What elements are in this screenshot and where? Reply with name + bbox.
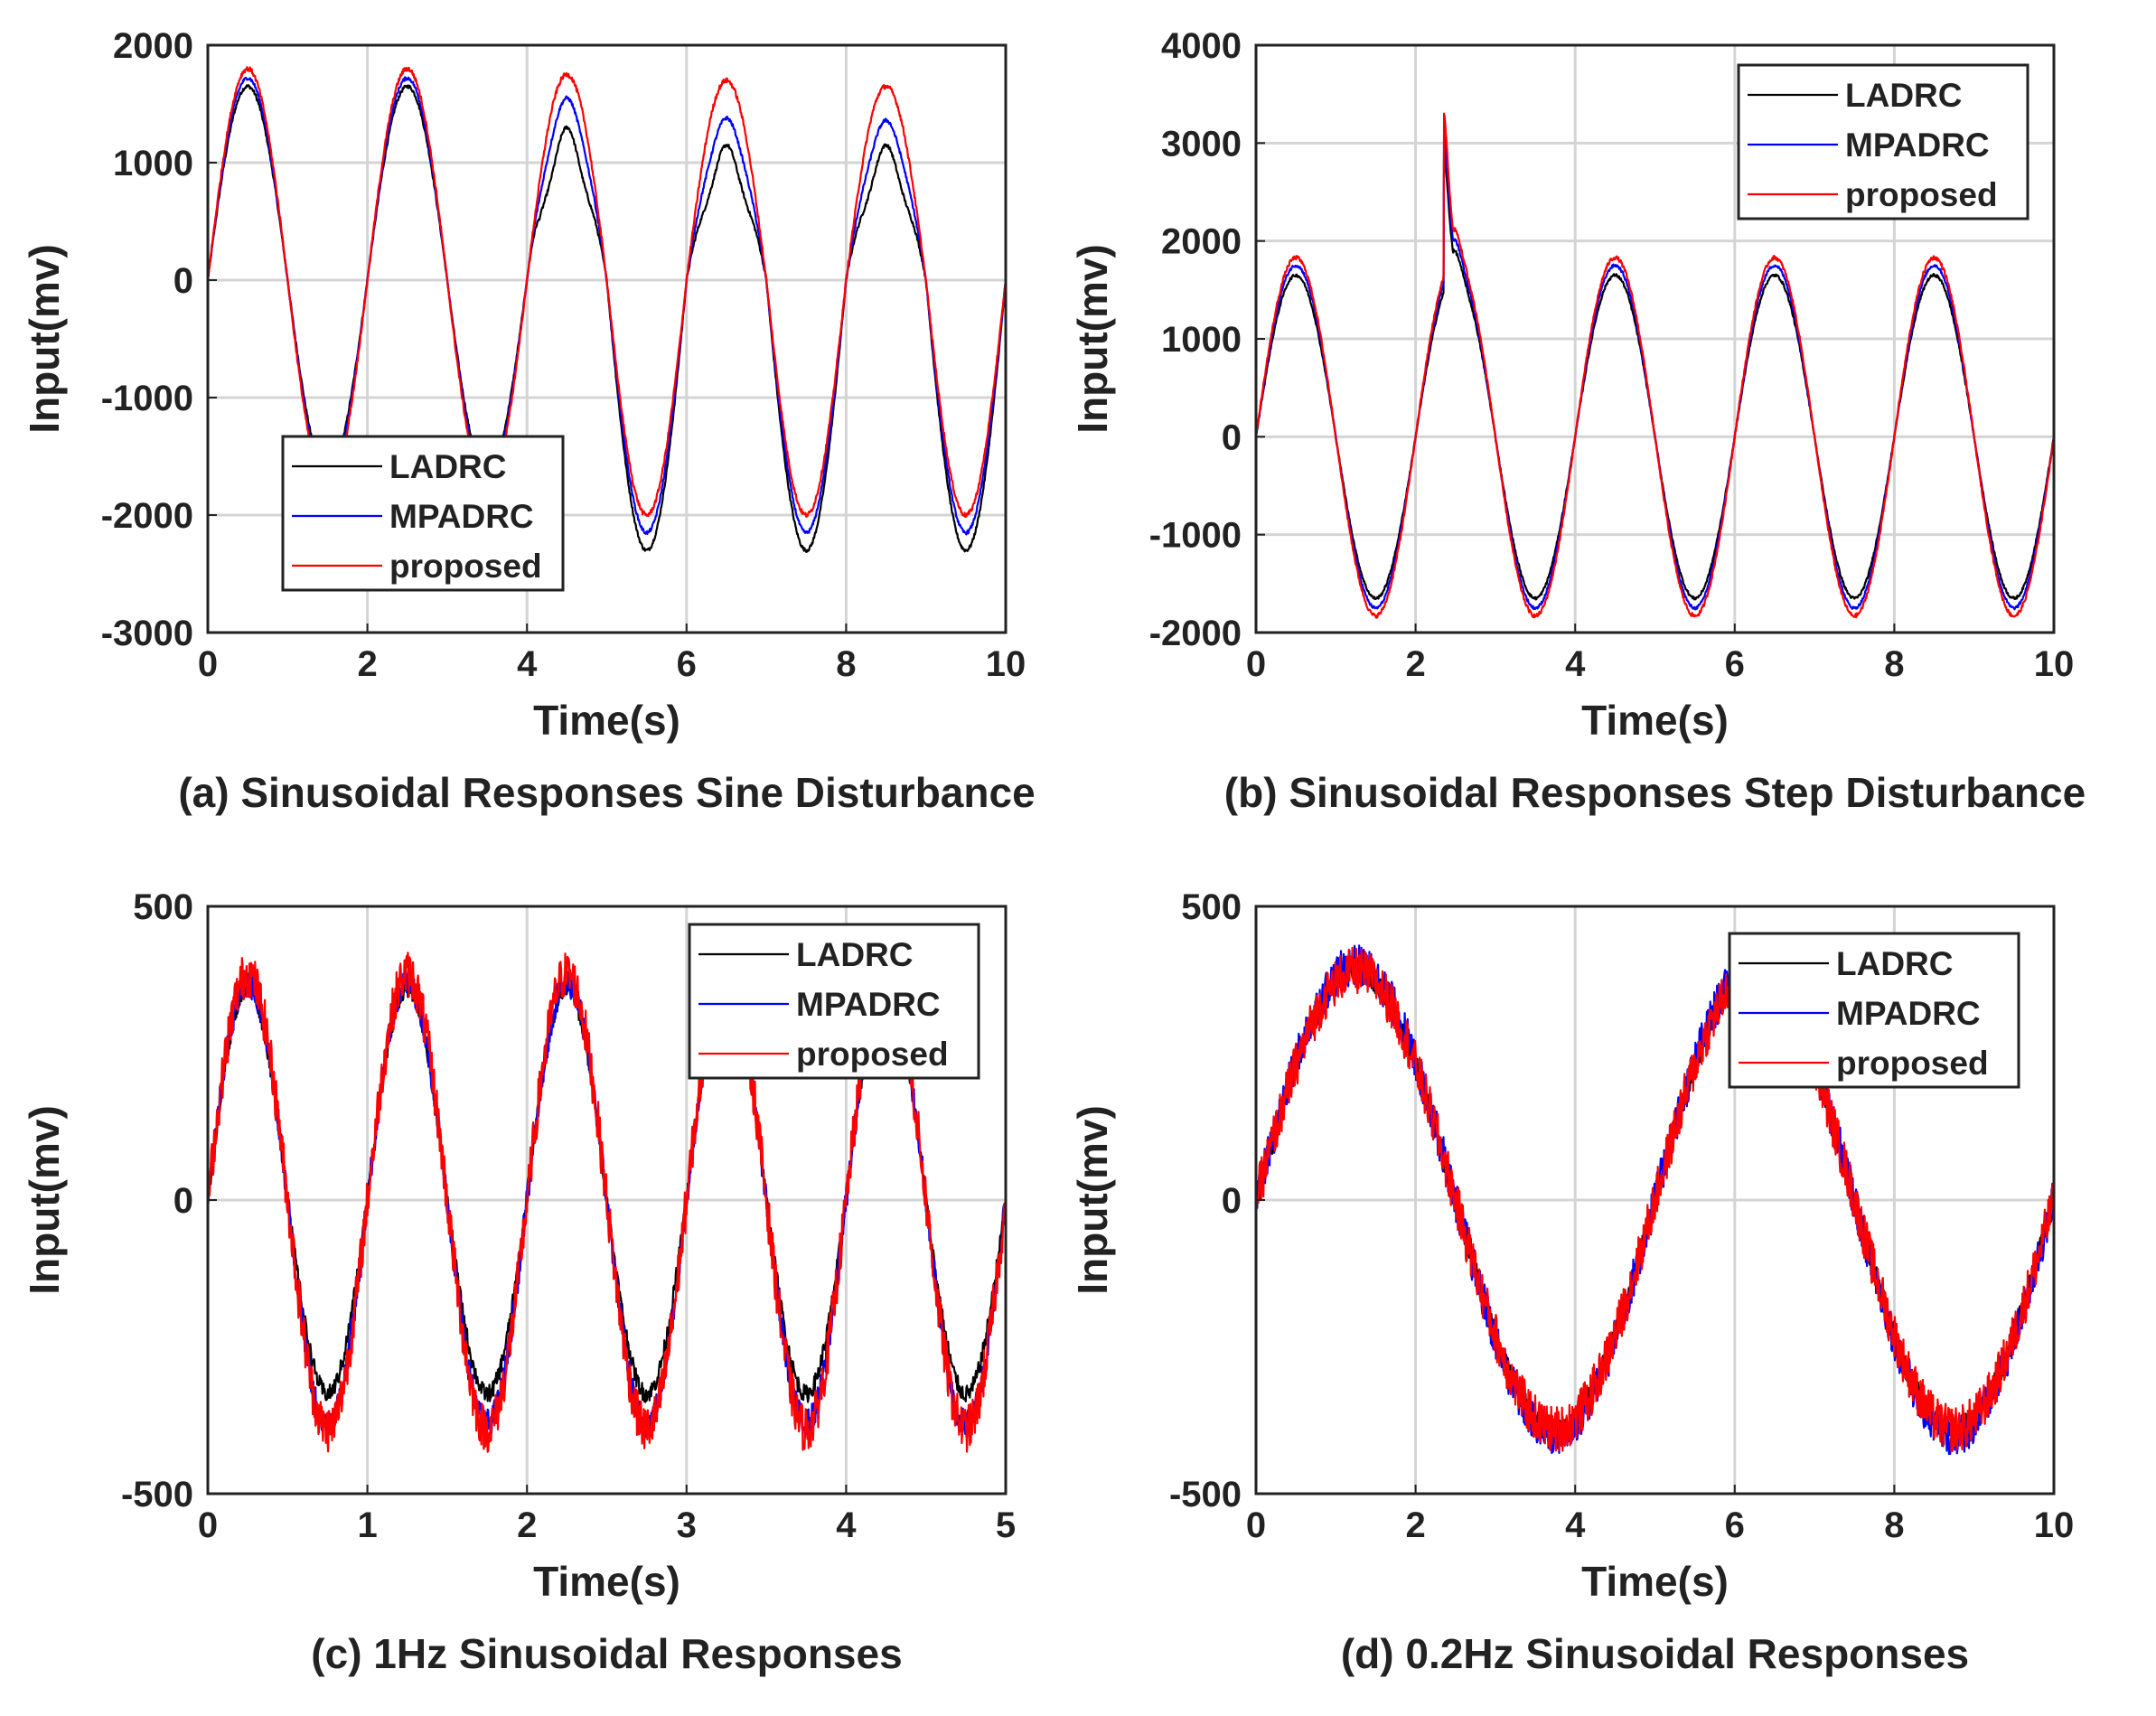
y-tick-label: -500 [1169, 1475, 1242, 1514]
legend-box [1728, 932, 2020, 1089]
legend-label-proposed: proposed [389, 548, 542, 585]
y-axis-label: Input(mv) [1069, 244, 1116, 434]
x-axis-label: Time(s) [533, 1558, 680, 1605]
x-tick-label: 4 [1565, 1505, 1586, 1545]
panel-a: 0 2 4 6 8 10 -3000 -2000 -1000 0 1000 2000 Time(s) In… [21, 26, 1036, 816]
x-axis-label: Time(s) [533, 697, 680, 744]
x-tick-label: 4 [836, 1505, 857, 1545]
panel-caption: (d) 0.2Hz Sinusoidal Responses [1341, 1630, 1969, 1677]
x-tick-label: 10 [2034, 1505, 2075, 1545]
panel-caption: (b) Sinusoidal Responses Step Disturbanc… [1224, 769, 2086, 816]
y-tick-label: 2000 [113, 26, 193, 66]
x-tick-label: 6 [1725, 644, 1745, 684]
x-tick-label: 5 [996, 1505, 1016, 1545]
x-tick-label: 2 [1405, 1505, 1425, 1545]
panel-b: 0 2 4 6 8 10 -2000 -1000 0 1000 2000 3000 4000 Time(s… [1069, 26, 2086, 816]
x-tick-label: 8 [836, 644, 856, 684]
x-tick-label: 4 [517, 644, 538, 684]
y-tick-label: -500 [121, 1475, 193, 1514]
series-line-proposed [1256, 946, 2054, 1452]
legend-label-ladrc: LADRC [1845, 77, 1962, 114]
legend-label-ladrc: LADRC [1836, 945, 1953, 982]
y-tick-label: 500 [1181, 887, 1242, 927]
legend-label-ladrc: LADRC [389, 448, 506, 485]
x-tick-label: 10 [2034, 644, 2075, 684]
panel-caption: (a) Sinusoidal Responses Sine Disturbanc… [178, 769, 1035, 816]
x-tick-label: 3 [677, 1505, 697, 1545]
y-axis-label: Input(mv) [1069, 1105, 1116, 1295]
legend-label-mpadrc: MPADRC [1845, 127, 1990, 164]
x-tick-label: 4 [1565, 644, 1586, 684]
y-tick-label: -1000 [1149, 516, 1242, 556]
y-tick-label: 3000 [1161, 124, 1242, 164]
x-tick-label: 2 [357, 644, 377, 684]
legend-box [688, 923, 980, 1080]
legend-label-mpadrc: MPADRC [1836, 995, 1981, 1032]
x-tick-label: 6 [677, 644, 697, 684]
y-tick-label: 0 [173, 1181, 193, 1221]
x-axis-label: Time(s) [1581, 697, 1729, 744]
y-tick-label: 2000 [1161, 222, 1242, 262]
x-tick-label: 1 [357, 1505, 377, 1545]
series-group [1256, 112, 2054, 619]
legend: LADRC MPADRC proposed [1737, 63, 2029, 220]
x-tick-label: 2 [1405, 644, 1425, 684]
y-tick-label: 0 [173, 261, 193, 301]
y-tick-label: -3000 [101, 614, 193, 653]
x-tick-label: 2 [517, 1505, 537, 1545]
legend: LADRC MPADRC proposed [1728, 932, 2020, 1089]
legend-label-proposed: proposed [1836, 1045, 1989, 1082]
x-tick-label: 6 [1725, 1505, 1745, 1545]
panel-caption: (c) 1Hz Sinusoidal Responses [311, 1630, 902, 1677]
y-tick-label: 1000 [113, 144, 193, 183]
legend: LADRC MPADRC proposed [281, 435, 565, 592]
x-tick-label: 10 [986, 644, 1026, 684]
x-tick-label: 8 [1884, 1505, 1904, 1545]
legend-label-mpadrc: MPADRC [389, 498, 534, 535]
y-axis-label: Input(mv) [21, 1105, 68, 1295]
legend-label-mpadrc: MPADRC [796, 986, 941, 1023]
y-tick-label: 1000 [1161, 320, 1242, 360]
y-tick-label: 4000 [1161, 26, 1242, 66]
legend-box [281, 435, 565, 592]
x-tick-label: 0 [198, 644, 218, 684]
series-group [1256, 943, 2054, 1456]
y-axis-label: Input(mv) [21, 244, 68, 434]
legend: LADRC MPADRC proposed [688, 923, 980, 1080]
legend-label-proposed: proposed [796, 1036, 949, 1073]
y-tick-label: -2000 [101, 496, 193, 536]
x-axis-label: Time(s) [1581, 1558, 1729, 1605]
series-line-proposed [1256, 112, 2054, 619]
y-tick-label: 500 [133, 887, 193, 927]
legend-box [1737, 63, 2029, 220]
legend-label-ladrc: LADRC [796, 936, 913, 973]
y-tick-label: -1000 [101, 379, 193, 418]
x-tick-label: 8 [1884, 644, 1904, 684]
axes-box [206, 43, 1008, 634]
x-tick-label: 0 [1246, 1505, 1266, 1545]
x-tick-label: 0 [1246, 644, 1266, 684]
x-tick-label: 0 [198, 1505, 218, 1545]
y-tick-label: -2000 [1149, 614, 1242, 653]
legend-label-proposed: proposed [1845, 176, 1998, 213]
y-tick-label: 0 [1222, 1181, 1242, 1221]
y-tick-label: 0 [1222, 417, 1242, 457]
